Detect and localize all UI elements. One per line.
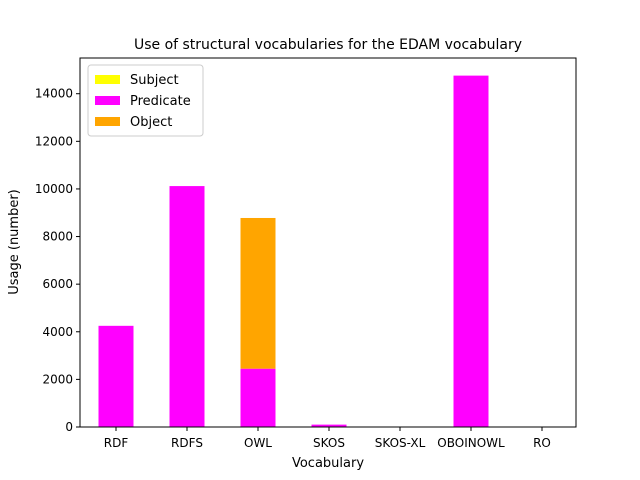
y-tick-label: 0	[65, 420, 73, 434]
y-tick-label: 8000	[42, 230, 73, 244]
x-tick-label-skos-xl: SKOS-XL	[375, 436, 426, 450]
legend-swatch-subject	[95, 75, 120, 84]
legend-label-object: Object	[130, 115, 172, 130]
y-tick-label: 14000	[35, 87, 73, 101]
x-tick-label-rdfs: RDFS	[171, 436, 203, 450]
y-axis-label: Usage (number)	[7, 189, 22, 295]
legend: Subject Predicate Object	[87, 64, 204, 137]
plot-area	[79, 57, 577, 428]
legend-swatch-predicate	[95, 96, 120, 105]
bar-predicate-oboinowl	[453, 75, 489, 428]
bars-group	[98, 75, 489, 428]
legend-label-subject: Subject	[130, 73, 179, 88]
legend-label-predicate: Predicate	[130, 94, 191, 109]
chart-title: Use of structural vocabularies for the E…	[134, 37, 522, 53]
y-tick-label: 4000	[42, 325, 73, 339]
bar-predicate-owl	[240, 368, 276, 427]
bar-object-owl	[240, 217, 276, 369]
legend-swatch-object	[95, 117, 120, 126]
y-axis: 0 2000 4000 6000 8000 10000 12000 14000	[35, 87, 80, 434]
bar-predicate-rdf	[98, 325, 134, 427]
y-tick-label: 6000	[42, 277, 73, 291]
x-tick-label-ro: RO	[533, 436, 551, 450]
y-tick-label: 2000	[42, 372, 73, 386]
x-axis: RDF RDFS OWL SKOS SKOS-XL OBOINOWL RO	[104, 427, 551, 450]
y-tick-label: 12000	[35, 134, 73, 148]
x-tick-label-rdf: RDF	[104, 436, 129, 450]
bar-predicate-rdfs	[169, 186, 205, 427]
x-tick-label-oboinowl: OBOINOWL	[437, 436, 505, 450]
y-tick-label: 10000	[35, 182, 73, 196]
x-tick-label-owl: OWL	[244, 436, 272, 450]
x-axis-label: Vocabulary	[292, 456, 364, 471]
bar-predicate-skos	[311, 424, 347, 427]
x-tick-label-skos: SKOS	[313, 436, 345, 450]
